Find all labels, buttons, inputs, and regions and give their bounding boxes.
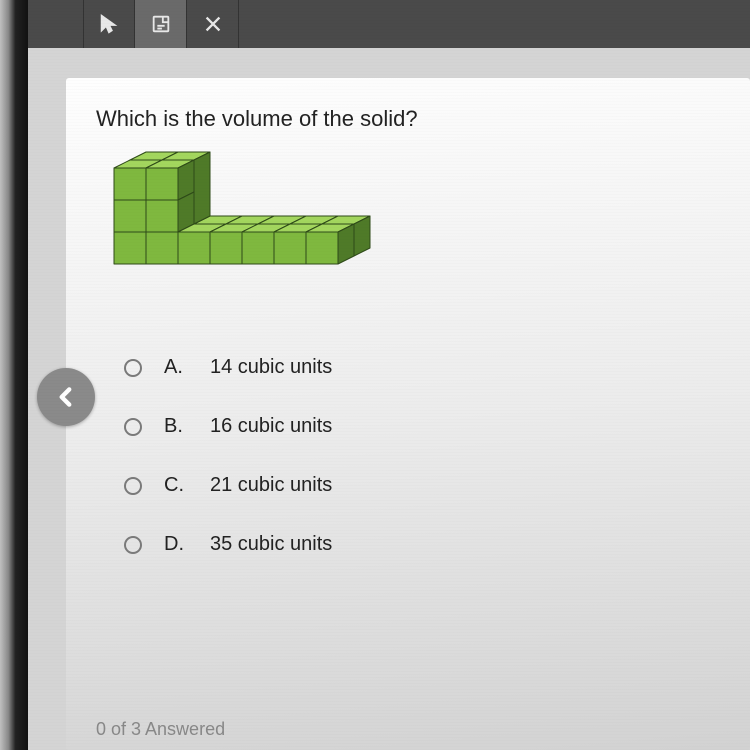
monitor-bezel xyxy=(0,0,28,750)
chevron-left-icon xyxy=(53,384,79,410)
option-letter: A. xyxy=(164,356,188,379)
radio-icon xyxy=(124,418,142,436)
option-b[interactable]: B. 16 cubic units xyxy=(96,397,720,456)
toolbar xyxy=(28,0,750,48)
close-icon xyxy=(202,13,224,35)
option-text: 21 cubic units xyxy=(210,474,332,497)
option-d[interactable]: D. 35 cubic units xyxy=(96,515,720,574)
close-tool-button[interactable] xyxy=(187,0,239,48)
cube-diagram: .f{fill:#7fb83f;stroke:#2e4a18;stroke-wi… xyxy=(96,150,386,320)
solid-figure: .f{fill:#7fb83f;stroke:#2e4a18;stroke-wi… xyxy=(96,150,386,320)
answer-options: A. 14 cubic units B. 16 cubic units C. 2… xyxy=(96,338,720,574)
note-icon xyxy=(150,13,172,35)
option-a[interactable]: A. 14 cubic units xyxy=(96,338,720,397)
option-letter: B. xyxy=(164,415,188,438)
progress-text: 0 of 3 Answered xyxy=(96,719,225,740)
option-c[interactable]: C. 21 cubic units xyxy=(96,456,720,515)
radio-icon xyxy=(124,536,142,554)
app-screen: Which is the volume of the solid? xyxy=(28,0,750,750)
option-text: 14 cubic units xyxy=(210,356,332,379)
option-letter: D. xyxy=(164,533,188,556)
option-letter: C. xyxy=(164,474,188,497)
cursor-tool-button[interactable] xyxy=(83,0,135,48)
question-card: Which is the volume of the solid? xyxy=(66,78,750,750)
question-text: Which is the volume of the solid? xyxy=(96,106,720,132)
cursor-icon xyxy=(98,13,120,35)
radio-icon xyxy=(124,477,142,495)
radio-icon xyxy=(124,359,142,377)
option-text: 16 cubic units xyxy=(210,415,332,438)
option-text: 35 cubic units xyxy=(210,533,332,556)
prev-question-button[interactable] xyxy=(37,368,95,426)
note-tool-button[interactable] xyxy=(135,0,187,48)
